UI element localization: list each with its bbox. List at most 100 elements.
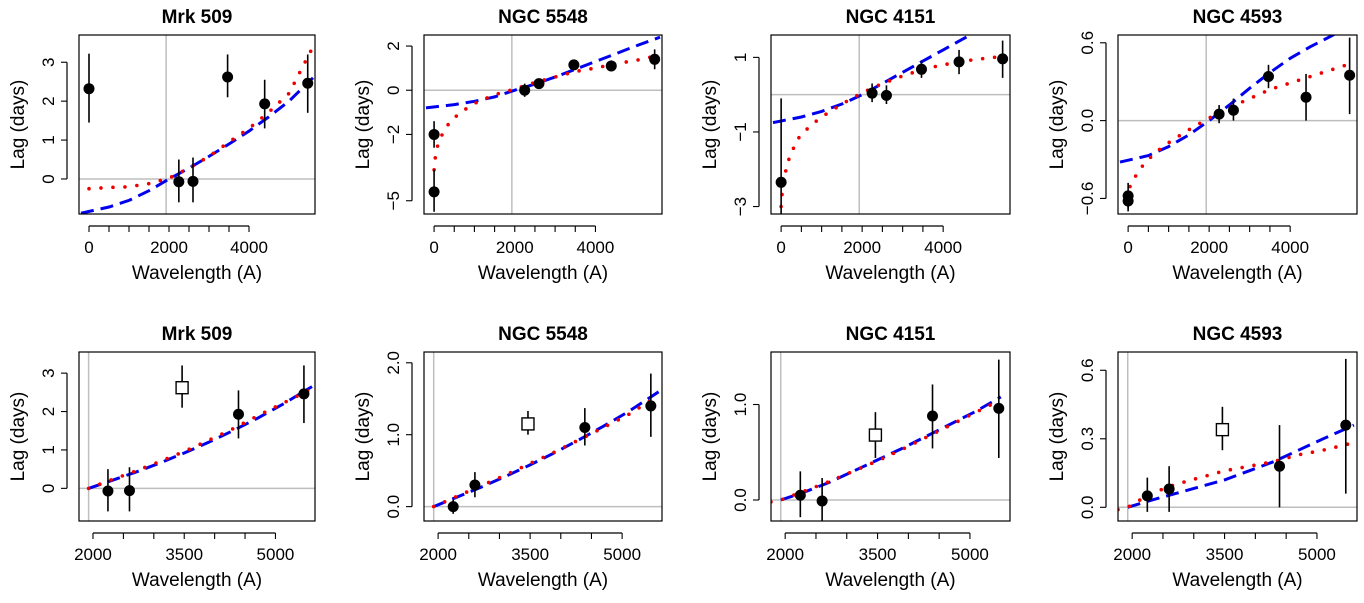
x-tick-label: 3500 xyxy=(511,545,549,564)
filled-circle-marker xyxy=(469,479,481,491)
y-tick-label: 3 xyxy=(39,58,58,67)
filled-circle-marker xyxy=(1141,490,1153,502)
data-point xyxy=(123,467,135,512)
filled-circle-marker xyxy=(993,402,1005,414)
data-point xyxy=(302,54,314,113)
data-point xyxy=(1344,37,1356,115)
data-point xyxy=(173,159,185,203)
y-axis-label: Lag (days) xyxy=(353,80,374,170)
x-tick-label: 2000 xyxy=(150,238,188,257)
panel-title: Mrk 509 xyxy=(162,7,233,28)
y-axis-label: Lag (days) xyxy=(700,392,721,482)
red-dotted-curve xyxy=(431,395,658,509)
open-square-marker xyxy=(521,417,535,431)
filled-circle-marker xyxy=(645,400,657,412)
panel-7: NGC 4151 2000 3500 5000 Wavelength (A) 0.0 1.0… xyxy=(700,324,1011,591)
x-axis-label: Wavelength (A) xyxy=(478,263,608,284)
y-tick-label: 1.0 xyxy=(731,393,750,417)
blue-dashed-curve xyxy=(425,35,661,110)
panel-2: NGC 5548 0 2000 4000 Wavelength (A) −5 −2 0 2 Lag… xyxy=(353,7,663,284)
x-tick-label: 5000 xyxy=(951,545,989,564)
model-curves xyxy=(431,390,660,509)
y-axis-label: Lag (days) xyxy=(1047,392,1068,482)
y-tick-label: 1.0 xyxy=(384,423,403,447)
model-curves xyxy=(86,385,313,491)
x-tick-label: 0 xyxy=(776,238,785,257)
panel-4: NGC 4593 0 2000 4000 Wavelength (A) −0.6 0.0 0.… xyxy=(1047,7,1358,284)
model-curves xyxy=(425,35,661,172)
filled-circle-marker xyxy=(519,84,531,96)
data-point xyxy=(428,121,440,148)
y-tick-label: −5 xyxy=(384,191,403,210)
y-tick-label: 0.3 xyxy=(1078,427,1097,451)
blue-dashed-curve xyxy=(1119,35,1337,164)
data-point xyxy=(645,373,657,437)
filled-circle-marker xyxy=(83,83,95,95)
data-point xyxy=(605,60,617,72)
red-dotted-curve xyxy=(432,54,658,172)
y-tick-label: 0 xyxy=(39,174,58,183)
data-point xyxy=(1163,466,1175,512)
model-curves xyxy=(772,35,1006,209)
blue-dashed-curve xyxy=(433,390,660,508)
y-tick-label: 1 xyxy=(39,135,58,144)
x-tick-label: 2000 xyxy=(766,545,804,564)
filled-circle-marker xyxy=(866,87,878,99)
filled-circle-marker xyxy=(1300,91,1312,103)
data-point xyxy=(915,60,927,78)
data-point xyxy=(794,471,806,518)
filled-circle-marker xyxy=(915,63,927,75)
blue-dashed-curve xyxy=(780,395,1002,502)
red-dotted-curve xyxy=(1126,61,1353,201)
filled-circle-marker xyxy=(173,176,185,188)
panel-5: Mrk 509 2000 3500 5000 Wavelength (A) 0 1 2 3 Lag… xyxy=(8,324,316,591)
data-point xyxy=(866,83,878,103)
filled-circle-marker xyxy=(123,485,135,497)
panel-1: Mrk 509 0 2000 4000 Wavelength (A) 0 1 2 3 Lag (d… xyxy=(8,7,316,284)
red-dotted-curve xyxy=(86,388,311,491)
x-axis-label: Wavelength (A) xyxy=(825,263,955,284)
x-tick-label: 2000 xyxy=(1190,238,1228,257)
data-point xyxy=(1274,425,1286,508)
data-point xyxy=(1122,191,1134,212)
filled-circle-marker xyxy=(187,175,199,187)
panel-3: NGC 4151 0 2000 4000 Wavelength (A) −3 −1 1 Lag … xyxy=(700,7,1011,284)
filled-circle-marker xyxy=(880,89,892,101)
panel-title: NGC 5548 xyxy=(498,324,588,345)
data-point xyxy=(519,83,531,97)
panel-title: Mrk 509 xyxy=(162,324,233,345)
filled-circle-marker xyxy=(102,485,114,497)
data-point xyxy=(447,499,459,514)
filled-circle-marker xyxy=(1340,419,1352,431)
x-tick-label: 0 xyxy=(84,238,93,257)
filled-circle-marker xyxy=(1213,108,1225,120)
y-tick-label: 3 xyxy=(39,368,58,377)
filled-circle-marker xyxy=(222,71,234,83)
data-point xyxy=(649,49,661,70)
data-point xyxy=(579,408,591,446)
y-axis-label: Lag (days) xyxy=(353,392,374,482)
data-point xyxy=(469,472,481,498)
data-point xyxy=(1215,406,1230,451)
x-tick-label: 3500 xyxy=(859,545,897,564)
plot-frame xyxy=(423,34,663,215)
data-point xyxy=(927,384,939,449)
panel-6: NGC 5548 2000 3500 5000 Wavelength (A) 0.0 1.0… xyxy=(353,324,663,591)
blue-dashed-curve xyxy=(80,76,315,214)
data-point xyxy=(1262,64,1274,89)
y-tick-label: 0.0 xyxy=(384,495,403,519)
red-dotted-curve xyxy=(87,48,313,191)
y-tick-label: −2 xyxy=(384,125,403,144)
x-tick-label: 0 xyxy=(429,238,438,257)
x-tick-label: 2000 xyxy=(74,545,112,564)
panel-8: NGC 4593 2000 3500 5000 Wavelength (A) 0.0 0.3… xyxy=(1047,324,1358,591)
plot-frame xyxy=(1117,351,1358,522)
data-point xyxy=(997,40,1009,78)
plot-frame xyxy=(770,34,1011,215)
x-tick-label: 4000 xyxy=(230,238,268,257)
data-point xyxy=(880,85,892,104)
data-point xyxy=(428,169,440,212)
filled-circle-marker xyxy=(775,176,787,188)
y-tick-label: 0.0 xyxy=(731,488,750,512)
filled-circle-marker xyxy=(232,408,244,420)
